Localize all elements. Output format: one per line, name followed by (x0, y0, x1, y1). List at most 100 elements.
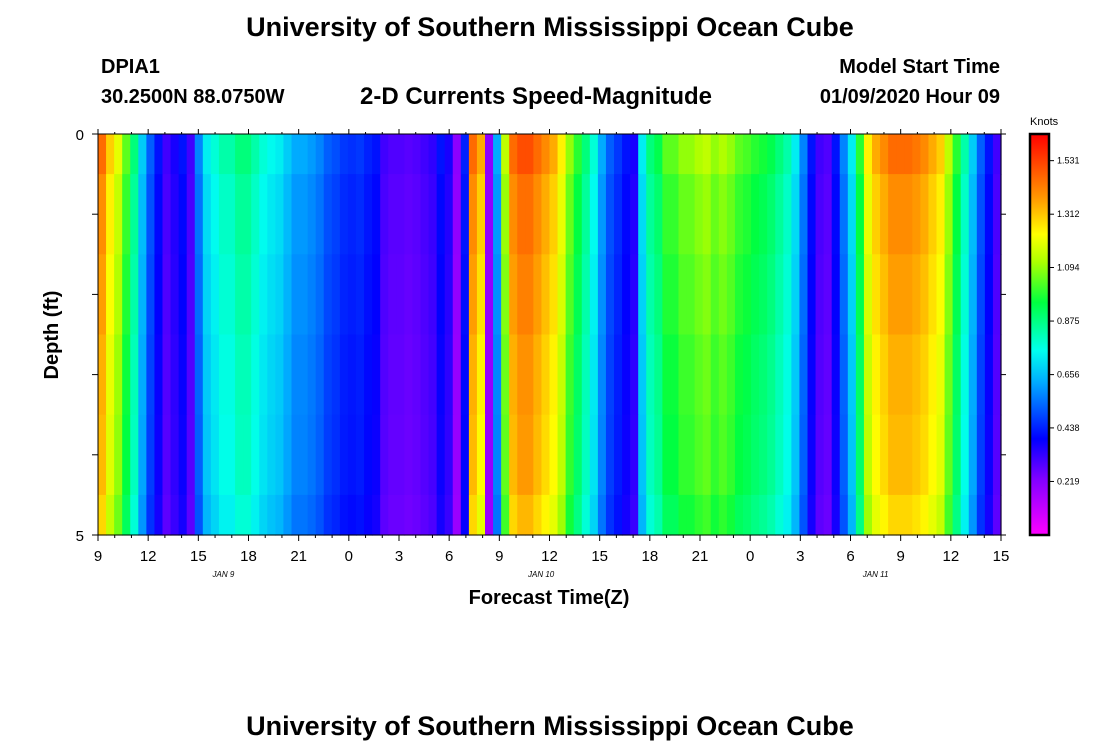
heatmap-cell (178, 334, 188, 416)
heatmap-cell (630, 254, 639, 336)
heatmap-cell (920, 414, 930, 496)
heatmap-cell (630, 134, 639, 175)
heatmap-cell (517, 494, 526, 536)
colorbar-tick-label: 1.312 (1057, 209, 1080, 219)
heatmap-cell (154, 174, 164, 255)
heatmap-cell (904, 174, 913, 255)
model-start-value: 01/09/2020 Hour 09 (819, 86, 1000, 108)
heatmap-cell (412, 494, 422, 536)
heatmap-cell (960, 334, 970, 416)
x-tick-label: 21 (692, 548, 709, 565)
heatmap-cell (775, 134, 784, 175)
heatmap-cell (372, 174, 381, 255)
heatmap-cell (299, 174, 309, 255)
heatmap-cell (146, 134, 156, 175)
heatmap-cell (517, 134, 526, 175)
heatmap-cell (984, 174, 994, 255)
heatmap-cell (863, 134, 873, 175)
heatmap-cell (460, 494, 470, 536)
heatmap-cell (315, 414, 325, 496)
heatmap-cell (928, 414, 938, 496)
heatmap-cell (791, 334, 801, 416)
colorbar-ticks: 1.531 1.312 1.094 0.875 0.656 0.438 0.219 (1049, 156, 1080, 486)
heatmap-cell (839, 414, 849, 496)
heatmap-cell (299, 134, 309, 175)
heatmap-cell (984, 414, 994, 496)
heatmap-cell (718, 254, 728, 336)
heatmap-cell (549, 494, 559, 536)
heatmap-cell (614, 414, 623, 496)
heatmap-cell (992, 174, 1002, 255)
heatmap-cell (468, 494, 478, 536)
heatmap-cell (356, 494, 365, 536)
heatmap-cell (364, 254, 373, 336)
heatmap-cell (686, 134, 696, 175)
heatmap-cell (912, 414, 921, 496)
colorbar-tick-label: 0.875 (1057, 316, 1080, 326)
heatmap-cell (581, 494, 591, 536)
heatmap-cell (218, 134, 228, 175)
heatmap-cell (718, 494, 728, 536)
heatmap-cell (976, 494, 986, 536)
heatmap-cell (396, 334, 405, 416)
x-tick-label: 3 (395, 548, 403, 565)
heatmap-cell (751, 174, 760, 255)
heatmap-cell (541, 134, 551, 175)
heatmap-cell (573, 134, 583, 175)
heatmap-cell (670, 134, 680, 175)
heatmap-cell (485, 334, 494, 416)
heatmap-cell (743, 134, 752, 175)
heatmap-cell (726, 134, 736, 175)
x-tick-label: 0 (345, 548, 353, 565)
heatmap-cell (154, 254, 164, 336)
heatmap-cell (597, 254, 607, 336)
heatmap-cell (976, 254, 986, 336)
heatmap-cell (259, 174, 268, 255)
heatmap-cell (517, 254, 526, 336)
heatmap-cell (992, 414, 1002, 496)
heatmap-cell (654, 334, 663, 416)
heatmap-cell (928, 134, 938, 175)
heatmap-cell (896, 414, 905, 496)
heatmap-cell (597, 174, 607, 255)
heatmap-cell (404, 134, 414, 175)
colorbar-tick-label: 0.438 (1057, 423, 1080, 433)
heatmap-cell (106, 174, 115, 255)
heatmap-cell (267, 414, 276, 496)
heatmap-cell (339, 494, 349, 536)
heatmap-cell (307, 134, 317, 175)
heatmap-cell (597, 134, 607, 175)
heatmap-cell (364, 494, 373, 536)
heatmap-cell (339, 414, 349, 496)
heatmap-cell (799, 494, 809, 536)
heatmap-cell (138, 254, 147, 336)
heatmap-cell (130, 174, 139, 255)
heatmap-cell (888, 494, 897, 536)
heatmap-cell (436, 254, 446, 336)
colorbar-tick-label: 1.531 (1057, 156, 1080, 166)
heatmap-cell (984, 254, 994, 336)
heatmap-cell (106, 134, 115, 175)
colorbar-tick-label: 0.656 (1057, 370, 1080, 380)
heatmap-cell (888, 134, 897, 175)
heatmap-cell (702, 414, 712, 496)
heatmap-cell (388, 414, 397, 496)
heatmap-cell (710, 494, 720, 536)
heatmap-cell (702, 134, 712, 175)
heatmap-cell (372, 334, 381, 416)
y-tick-label: 0 (76, 127, 84, 144)
heatmap-cell (581, 174, 591, 255)
heatmap-cell (339, 334, 349, 416)
heatmap-cell (847, 414, 857, 496)
heatmap-cell (106, 254, 115, 336)
heatmap-cell (227, 174, 236, 255)
heatmap-cell (388, 334, 397, 416)
heatmap-cell (476, 334, 486, 416)
x-tick-label: 9 (896, 548, 904, 565)
heatmap-cell (670, 334, 680, 416)
heatmap-cell (654, 174, 663, 255)
heatmap-cell (549, 174, 559, 255)
heatmap-cell (960, 174, 970, 255)
heatmap-cell (759, 254, 768, 336)
heatmap-cell (783, 254, 792, 336)
